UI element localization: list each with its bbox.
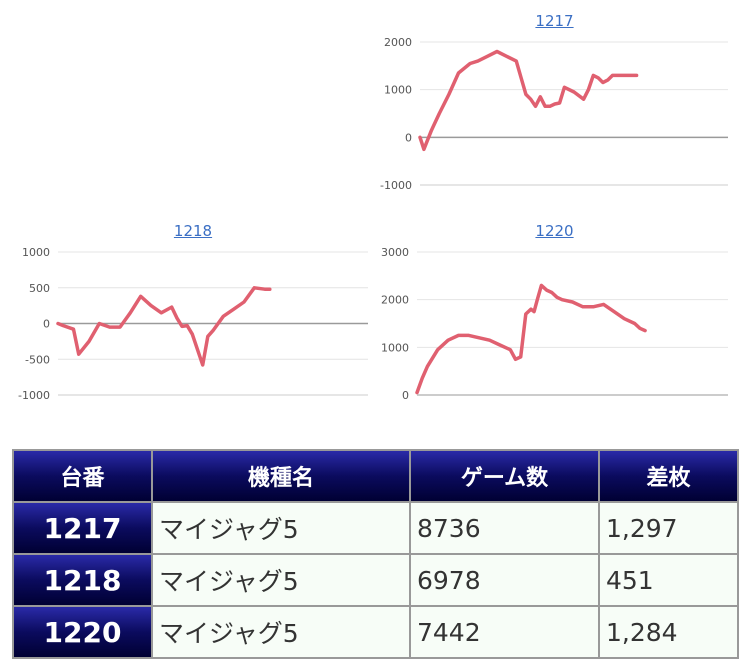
table-row: 1218 マイジャグ5 6978 451 bbox=[12, 553, 739, 607]
y-tick-label: -1000 bbox=[380, 179, 412, 192]
series-line bbox=[415, 283, 647, 395]
result-table: 台番 機種名 ゲーム数 差枚 1217 マイジャグ5 8736 1,297 12… bbox=[12, 449, 739, 659]
table-row: 1220 マイジャグ5 7442 1,284 bbox=[12, 605, 739, 659]
difference: 451 bbox=[598, 553, 739, 607]
chart-1218: 1218 -1000 -500 0 500 1000 bbox=[12, 222, 374, 412]
header-difference: 差枚 bbox=[598, 449, 739, 503]
header-machine-number: 台番 bbox=[12, 449, 153, 503]
model-name: マイジャグ5 bbox=[151, 605, 411, 659]
series-line bbox=[418, 49, 639, 152]
difference: 1,284 bbox=[598, 605, 739, 659]
machine-number: 1220 bbox=[12, 605, 153, 659]
model-name: マイジャグ5 bbox=[151, 501, 411, 555]
table-header-row: 台番 機種名 ゲーム数 差枚 bbox=[12, 449, 739, 503]
chart-title-link[interactable]: 1218 bbox=[173, 222, 213, 240]
chart-title-link[interactable]: 1217 bbox=[535, 12, 574, 30]
chart-1217: 1217 -1000 0 1000 2000 bbox=[372, 12, 737, 202]
y-tick-label: 0 bbox=[402, 389, 409, 402]
y-tick-label: -500 bbox=[25, 353, 50, 366]
game-count: 6978 bbox=[409, 553, 600, 607]
table-row: 1217 マイジャグ5 8736 1,297 bbox=[12, 501, 739, 555]
y-tick-label: -1000 bbox=[18, 389, 50, 402]
difference: 1,297 bbox=[598, 501, 739, 555]
chart-title-link[interactable]: 1220 bbox=[535, 222, 574, 240]
y-tick-label: 1000 bbox=[381, 341, 409, 354]
y-tick-label: 2000 bbox=[384, 36, 412, 49]
game-count: 7442 bbox=[409, 605, 600, 659]
chart-1220: 1220 0 1000 2000 3000 bbox=[372, 222, 737, 412]
y-tick-label: 500 bbox=[29, 282, 50, 295]
header-game-count: ゲーム数 bbox=[409, 449, 600, 503]
chart-plot: -1000 0 1000 2000 bbox=[380, 36, 728, 192]
y-tick-label: 1000 bbox=[384, 84, 412, 97]
y-tick-label: 3000 bbox=[381, 246, 409, 259]
game-count: 8736 bbox=[409, 501, 600, 555]
header-model-name: 機種名 bbox=[151, 449, 411, 503]
chart-plot: 0 1000 2000 3000 bbox=[381, 246, 728, 402]
model-name: マイジャグ5 bbox=[151, 553, 411, 607]
chart-plot: -1000 -500 0 500 1000 bbox=[18, 246, 368, 402]
y-tick-label: 0 bbox=[43, 318, 50, 331]
series-line bbox=[56, 286, 272, 367]
y-tick-label: 0 bbox=[405, 131, 412, 144]
y-tick-label: 2000 bbox=[381, 294, 409, 307]
machine-number: 1217 bbox=[12, 501, 153, 555]
machine-number: 1218 bbox=[12, 553, 153, 607]
y-tick-label: 1000 bbox=[22, 246, 50, 259]
